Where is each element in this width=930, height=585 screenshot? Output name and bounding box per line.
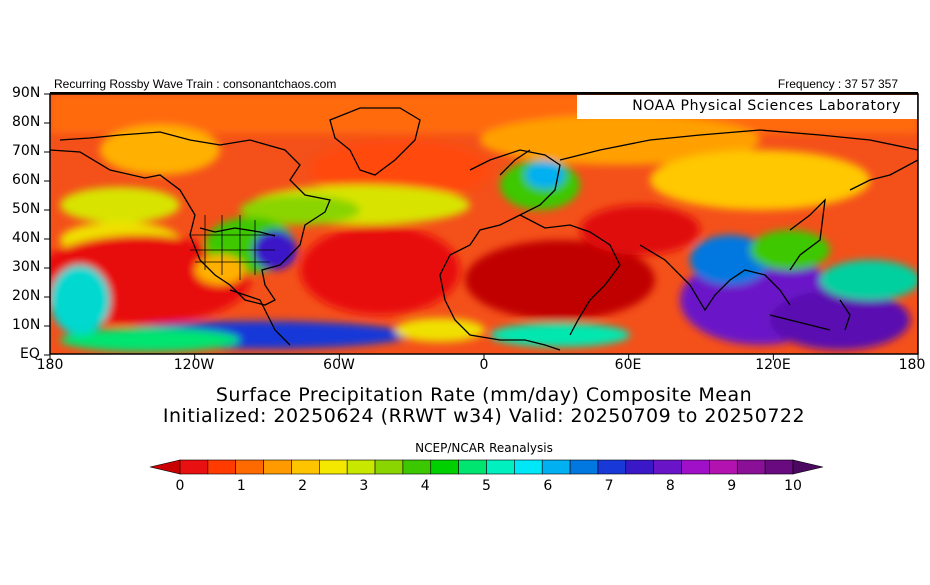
header-left-text: Recurring Rossby Wave Train : consonantc… (54, 77, 337, 91)
colorbar-segment (179, 459, 209, 475)
colorbar-label: 3 (359, 478, 369, 494)
y-tick-40n: 40N (12, 230, 41, 246)
y-tick-60n: 60N (12, 172, 41, 188)
colorbar-segment (681, 459, 710, 475)
colorbar-segment (514, 459, 543, 475)
y-tick-90n: 90N (12, 85, 41, 101)
y-tick-80n: 80N (12, 114, 41, 130)
y-tick-10n: 10N (12, 317, 41, 333)
colorbar-label: 2 (298, 478, 308, 494)
colorbar-segment (430, 459, 459, 475)
y-tick-30n: 30N (12, 259, 41, 275)
x-tick-180w: 180 (36, 357, 64, 373)
colorbar-label: 5 (482, 478, 491, 494)
colorbar-segment (653, 459, 682, 475)
colorbar-segment (458, 459, 487, 475)
header-right-text: Frequency : 37 57 357 (777, 77, 898, 91)
y-tick-70n: 70N (12, 143, 41, 159)
precip-field (50, 94, 918, 354)
us-state-lines (190, 215, 275, 280)
colorbar-segment (374, 459, 404, 475)
x-tick-120w: 120W (173, 357, 215, 373)
map-subtitle: Initialized: 20250624 (RRWT w34) Valid: … (162, 405, 806, 427)
colorbar-segment (235, 459, 264, 475)
colorbar-label: 6 (543, 478, 553, 494)
coastlines (50, 107, 918, 351)
x-tick-60e: 60E (614, 357, 642, 373)
y-tick-20n: 20N (12, 288, 41, 304)
lab-label-box: NOAA Physical Sciences Laboratory (577, 95, 917, 119)
colorbar-segment (736, 459, 766, 475)
colorbar-label: 10 (784, 478, 802, 494)
x-tick-60w: 60W (323, 357, 355, 373)
colorbar-segment (597, 459, 627, 475)
colorbar-segment (569, 459, 599, 475)
colorbar-max-arrow (792, 459, 824, 475)
y-tick-50n: 50N (12, 201, 41, 217)
lab-label: NOAA Physical Sciences Laboratory (632, 98, 901, 114)
colorbar-segment (291, 459, 320, 475)
colorbar-segment (764, 459, 794, 475)
colorbar-segment (402, 459, 432, 475)
colorbar-label: 0 (175, 478, 185, 494)
colorbar-segment (319, 459, 348, 475)
x-tick-120e: 120E (755, 357, 791, 373)
axis-ticks (44, 93, 919, 360)
map-title: Surface Precipitation Rate (mm/day) Comp… (215, 384, 753, 406)
data-source-label: NCEP/NCAR Reanalysis (415, 441, 553, 455)
colorbar-label: 8 (665, 478, 675, 494)
colorbar-segment (541, 459, 571, 475)
colorbar-min-arrow (149, 459, 181, 475)
colorbar-segment (207, 459, 237, 475)
x-tick-0: 0 (479, 357, 489, 373)
colorbar-label: 7 (604, 478, 614, 494)
colorbar-segment (625, 459, 654, 475)
colorbar-label: 1 (236, 478, 246, 494)
colorbar-segment (346, 459, 376, 475)
colorbar-label: 4 (420, 478, 430, 494)
colorbar-label: 9 (727, 478, 737, 494)
colorbar-segment (263, 459, 292, 475)
colorbar-segment (486, 459, 515, 475)
x-tick-180e: 180 (898, 357, 926, 373)
colorbar-segment (709, 459, 738, 475)
y-tick-eq: EQ (20, 346, 40, 362)
colorbar (149, 459, 824, 475)
